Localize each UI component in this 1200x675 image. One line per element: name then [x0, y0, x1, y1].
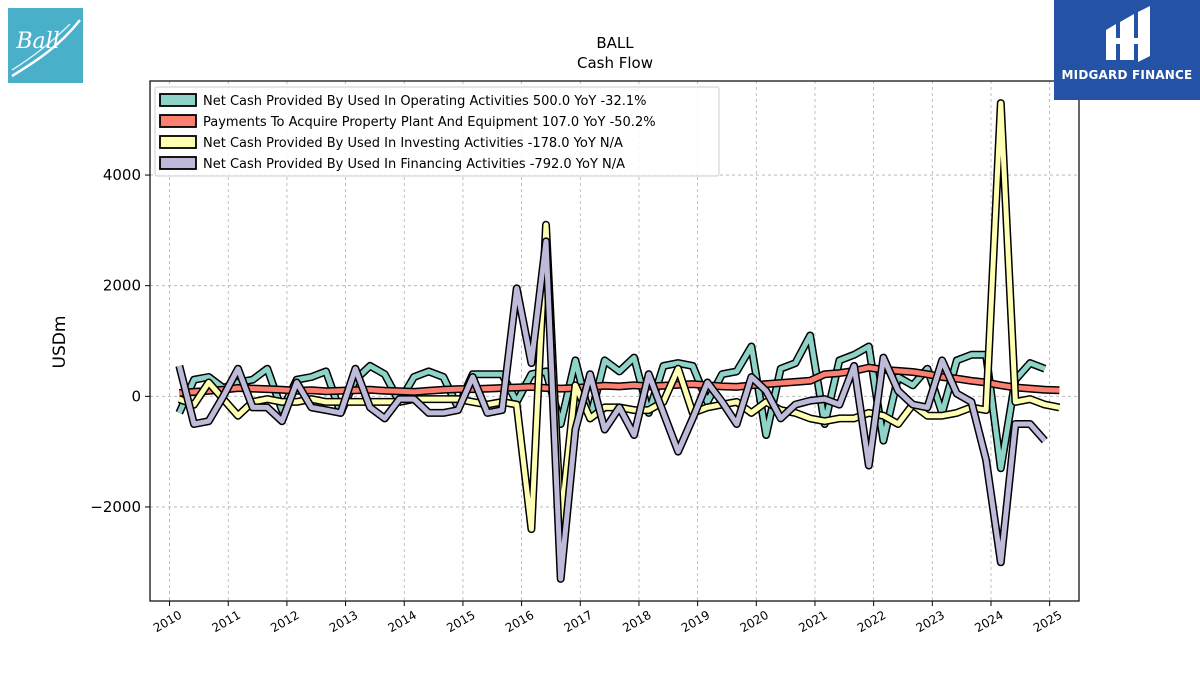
midgard-finance-mark: [1106, 6, 1150, 62]
x-tick-label: 2020: [738, 608, 771, 635]
svg-text:Ball: Ball: [15, 29, 59, 54]
x-tick-label: 2024: [972, 608, 1005, 635]
ball-logo-mark: Ball: [11, 19, 81, 78]
x-tick-label: 2018: [620, 608, 653, 635]
y-axis-label: USDm: [50, 316, 70, 369]
legend-swatch: [159, 135, 197, 149]
legend-swatch: [159, 156, 197, 170]
y-axis: −2000 0 2000 4000: [90, 166, 150, 516]
x-tick-label: 2025: [1031, 608, 1064, 635]
x-tick-label: 2016: [503, 608, 536, 635]
x-tick-label: 2010: [151, 608, 184, 635]
y-tick-label: 0: [131, 387, 141, 405]
x-tick-label: 2019: [679, 608, 712, 635]
series-1: [175, 331, 1047, 473]
legend-swatch: [159, 114, 197, 128]
legend-swatch: [159, 93, 197, 107]
y-tick-label: 2000: [103, 277, 141, 295]
midgard-finance-logo-icon: MIDGARD FINANCE: [1054, 0, 1200, 100]
series-layer: [175, 99, 1061, 583]
y-tick-label: 4000: [103, 166, 141, 184]
x-tick-label: 2022: [855, 608, 888, 635]
y-tick-label: −2000: [90, 498, 141, 516]
x-tick-label: 2012: [268, 608, 301, 635]
series-2: [179, 363, 1060, 397]
plot-frame: [149, 80, 1080, 602]
series-4: [175, 237, 1048, 583]
chart-subtitle: Cash Flow: [577, 54, 653, 72]
series-line: [179, 365, 1060, 396]
series-line: [176, 238, 1047, 582]
chart-title: BALL: [596, 34, 634, 52]
legend: Net Cash Provided By Used In Operating A…: [154, 86, 720, 177]
x-tick-label: 2023: [914, 608, 947, 635]
x-tick-label: 2011: [210, 608, 243, 635]
x-tick-label: 2021: [796, 608, 829, 635]
legend-box: [154, 86, 720, 177]
legend-label: Net Cash Provided By Used In Financing A…: [203, 157, 625, 172]
x-tick-label: 2015: [444, 608, 477, 635]
ball-logo-icon: Ball: [8, 8, 83, 83]
legend-label: Net Cash Provided By Used In Investing A…: [203, 136, 623, 151]
legend-label: Net Cash Provided By Used In Operating A…: [203, 94, 646, 109]
x-tick-label: 2013: [327, 608, 360, 635]
x-tick-label: 2017: [562, 608, 595, 635]
x-tick-label: 2014: [386, 608, 419, 635]
publisher-logo-text: MIDGARD FINANCE: [1061, 68, 1193, 82]
series-line: [177, 333, 1046, 471]
x-axis: 2010 2011 2012 2013 2014 2015 2016 2017 2018 2019…: [151, 601, 1064, 635]
legend-label: Payments To Acquire Property Plant And E…: [203, 115, 656, 130]
